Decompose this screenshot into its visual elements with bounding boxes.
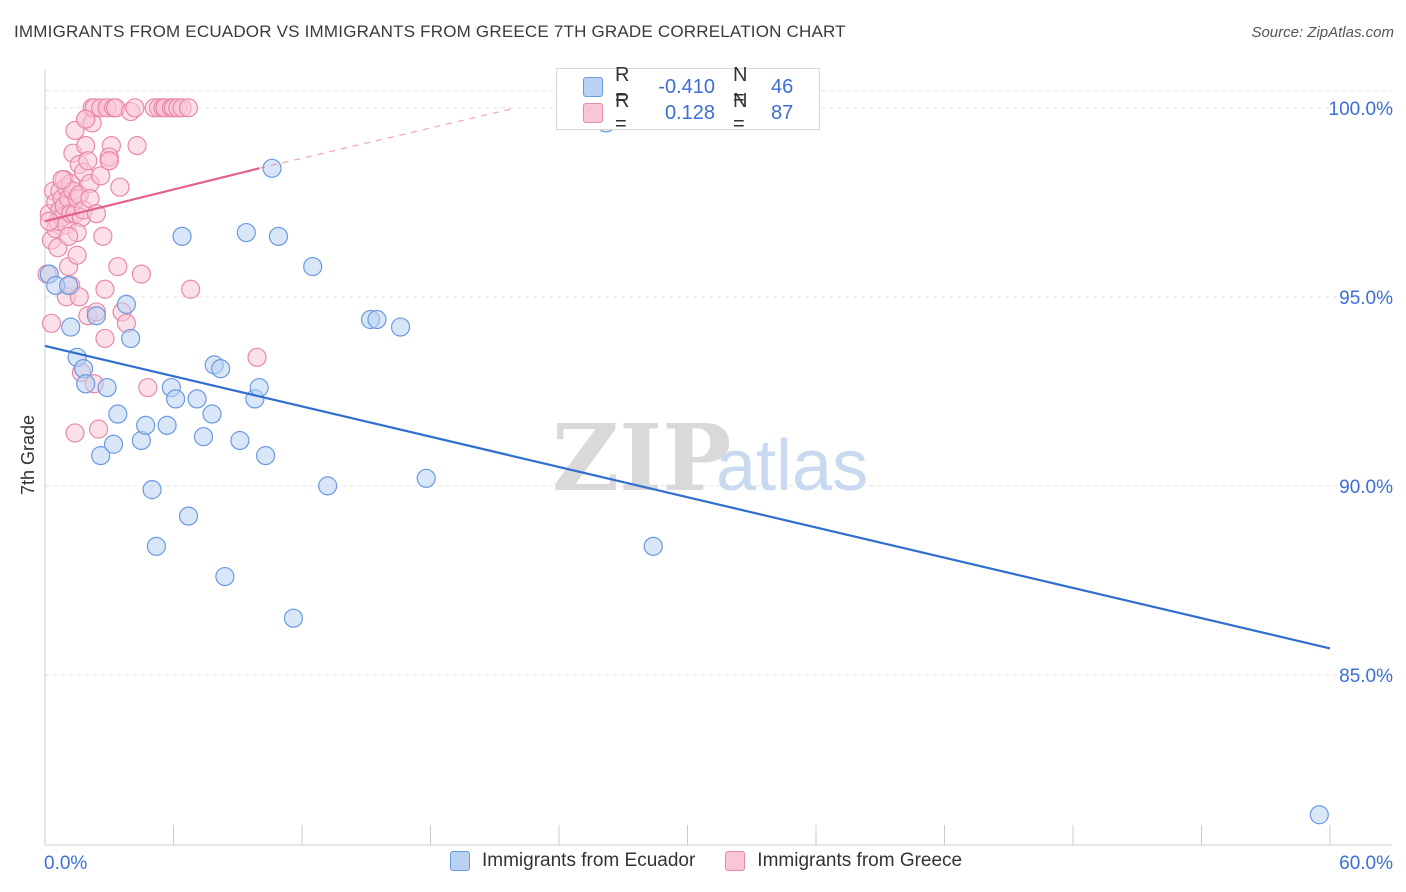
ecuador-point xyxy=(268,226,289,246)
ecuador-point xyxy=(643,536,663,556)
ecuador-point xyxy=(390,317,411,337)
greece-point xyxy=(138,377,158,398)
greece-point xyxy=(78,151,98,171)
ecuador-point xyxy=(86,306,107,326)
legend-item-ecuador[interactable]: Immigrants from Ecuador xyxy=(450,850,695,872)
greece-point xyxy=(99,151,119,171)
greece-point xyxy=(88,419,109,439)
r-value-greece: 0.128 xyxy=(664,101,715,124)
greece-point xyxy=(95,328,115,349)
ecuador-point xyxy=(187,389,207,409)
greece-point xyxy=(58,226,79,246)
greece-point xyxy=(247,347,267,367)
ecuador-point xyxy=(97,377,117,398)
greece-point xyxy=(52,170,72,190)
greece-point xyxy=(91,166,111,186)
ecuador-point xyxy=(136,415,156,435)
greece-point xyxy=(110,177,130,197)
legend-label-greece: Immigrants from Greece xyxy=(757,850,963,871)
x-tick-label-min: 0.0% xyxy=(44,853,87,874)
ecuador-point xyxy=(172,226,192,246)
greece-point xyxy=(108,256,128,277)
r-label: R = xyxy=(615,64,630,109)
ecuador-trend-line xyxy=(44,344,1331,650)
x-tick-label-max: 60.0% xyxy=(1339,853,1393,874)
legend-swatch-ecuador xyxy=(450,851,470,871)
y-tick-label: 90.0% xyxy=(1339,477,1393,498)
ecuador-point xyxy=(236,222,256,243)
ecuador-point xyxy=(91,446,111,466)
ecuador-point xyxy=(211,359,231,379)
ecuador-point xyxy=(142,480,162,500)
gridlines xyxy=(45,90,1392,676)
r-label: R = xyxy=(615,90,630,135)
tick-labels: 85.0% 90.0% 95.0% 100.0% 0.0% 60.0% xyxy=(44,99,1393,874)
ecuador-point xyxy=(76,374,96,394)
ecuador-point xyxy=(157,415,177,435)
chart-title: IMMIGRANTS FROM ECUADOR VS IMMIGRANTS FR… xyxy=(14,22,846,41)
ecuador-point xyxy=(121,328,141,349)
ecuador-point xyxy=(416,468,436,488)
ecuador-point xyxy=(1309,805,1329,825)
ecuador-point xyxy=(255,446,276,466)
watermark-zip: ZIP xyxy=(552,404,731,512)
greece-point xyxy=(95,279,115,299)
n-value-greece: 87 xyxy=(771,101,794,124)
axes xyxy=(44,70,1392,846)
y-axis-label: 7th Grade xyxy=(18,415,38,495)
y-tick-label: 85.0% xyxy=(1339,666,1393,687)
y-tick-label: 95.0% xyxy=(1339,288,1393,309)
stats-swatch-greece xyxy=(583,103,603,123)
ecuador-point xyxy=(202,404,222,424)
ecuador-point xyxy=(103,434,124,454)
ecuador-point xyxy=(58,275,79,296)
ecuador-point xyxy=(61,317,81,337)
ecuador-point xyxy=(108,404,128,424)
ecuador-point xyxy=(146,536,166,556)
greece-trend-extension xyxy=(259,107,517,169)
ecuador-point xyxy=(230,430,250,451)
ecuador-point xyxy=(215,566,235,587)
greece-point xyxy=(41,313,62,333)
stats-swatch-ecuador xyxy=(583,77,603,97)
ecuador-point xyxy=(318,476,338,496)
legend: Immigrants from Ecuador Immigrants from … xyxy=(450,850,992,872)
n-label: N = xyxy=(733,90,748,135)
ecuador-point xyxy=(262,158,282,178)
greece-point xyxy=(127,136,147,156)
ecuador-point xyxy=(193,427,214,447)
r-value-ecuador: -0.410 xyxy=(658,75,715,98)
greece-point xyxy=(65,423,85,443)
ecuador-point xyxy=(303,256,323,277)
stats-box: R = -0.410 N = 46 R = 0.128 N = 87 xyxy=(556,64,820,135)
greece-trend-line xyxy=(44,167,260,223)
ecuador-point xyxy=(367,309,387,330)
greece-point xyxy=(131,264,151,284)
ecuador-point xyxy=(116,294,136,314)
watermark: ZIP atlas xyxy=(552,404,868,512)
n-value-ecuador: 46 xyxy=(771,75,794,98)
n-label: N = xyxy=(733,64,748,109)
legend-swatch-greece xyxy=(725,851,746,871)
watermark-atlas: atlas xyxy=(716,426,868,506)
legend-label-ecuador: Immigrants from Ecuador xyxy=(482,850,696,871)
greece-point xyxy=(178,98,199,118)
ecuador-point xyxy=(283,608,304,628)
greece-point xyxy=(93,226,113,246)
y-tick-label: 100.0% xyxy=(1329,99,1394,120)
legend-item-greece[interactable]: Immigrants from Greece xyxy=(725,850,962,872)
greece-point xyxy=(76,109,96,129)
greece-point xyxy=(67,245,87,265)
greece-point xyxy=(181,279,201,299)
ecuador-point xyxy=(178,506,199,526)
greece-point xyxy=(125,98,145,118)
ecuador-point xyxy=(166,389,186,409)
source-label: Source: ZipAtlas.com xyxy=(1251,24,1394,41)
trend-lines xyxy=(44,107,1331,650)
